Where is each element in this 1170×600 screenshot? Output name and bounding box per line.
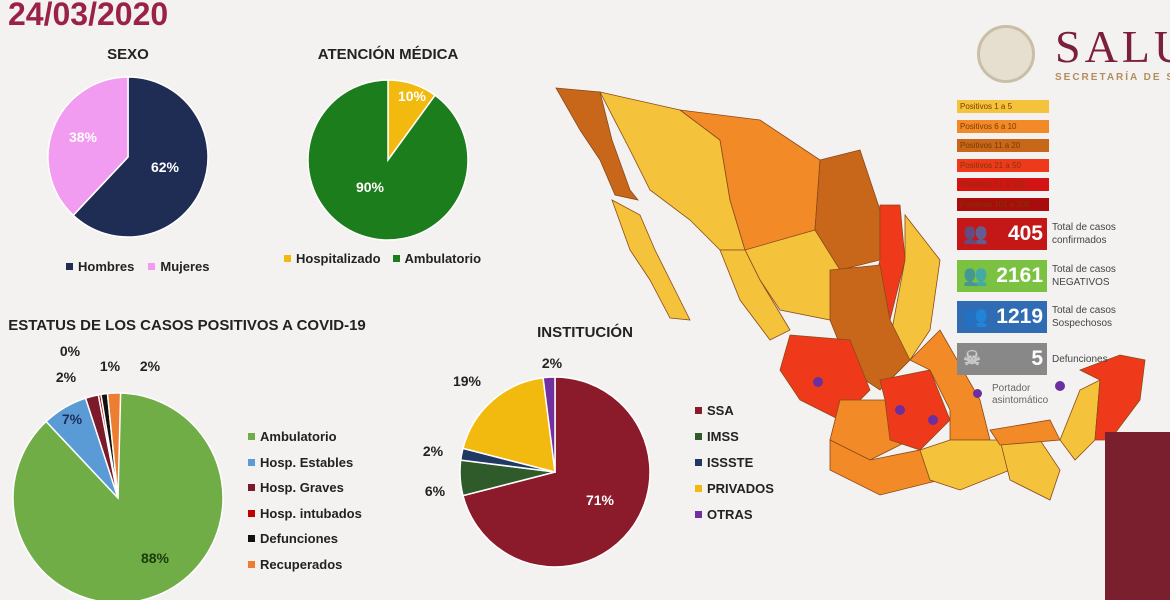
legend-item: OTRAS bbox=[695, 501, 774, 527]
data-label: 19% bbox=[453, 373, 482, 389]
data-label: 0% bbox=[60, 343, 81, 359]
total-label: Total de casos confirmados bbox=[1052, 222, 1116, 246]
legend-item: ISSSTE bbox=[695, 449, 774, 475]
data-label: 88% bbox=[141, 550, 170, 566]
data-label: 2% bbox=[542, 355, 563, 371]
total-box: 👥 405 bbox=[957, 218, 1047, 250]
range-legend-item: Positivos 21 a 50 bbox=[957, 158, 1049, 172]
pie-slice-ssa bbox=[462, 376, 651, 568]
data-label: 90% bbox=[356, 179, 385, 195]
maroon-panel bbox=[1105, 432, 1170, 600]
legend-hombres: Hombres bbox=[66, 259, 134, 274]
data-label: 62% bbox=[151, 159, 180, 175]
seal-icon bbox=[977, 25, 1035, 83]
salud-logo: SALUD SECRETARÍA DE SALUD bbox=[975, 22, 1170, 92]
legend-ambulatorio: Ambulatorio bbox=[392, 251, 481, 266]
legend-item: Hosp. Estables bbox=[248, 450, 362, 476]
logo-subtitle: SECRETARÍA DE SALUD bbox=[1055, 72, 1170, 83]
pie-slice-ambulatorio bbox=[307, 79, 469, 241]
total-label: Total de casos NEGATIVOS bbox=[1052, 263, 1116, 288]
data-label: 6% bbox=[425, 483, 446, 499]
total-box: ☠ 5 bbox=[957, 342, 1047, 375]
people-icon: 👥 bbox=[963, 306, 988, 328]
data-label: 71% bbox=[586, 492, 615, 508]
range-legend-item: Positivos 1 a 5 bbox=[957, 100, 1049, 113]
pie-slice-hombres bbox=[72, 76, 209, 238]
data-label: 2% bbox=[56, 369, 77, 385]
legend-item: SSA bbox=[695, 397, 774, 423]
total-box: 👥 2161 bbox=[957, 259, 1047, 292]
legend-item: Recuperados bbox=[248, 552, 362, 578]
pie-slice-ambulatorio bbox=[12, 392, 224, 600]
legend-item: IMSS bbox=[695, 423, 774, 449]
legend-item: PRIVADOS bbox=[695, 475, 774, 501]
data-label: 2% bbox=[140, 358, 161, 374]
pie-slice-otras bbox=[542, 376, 556, 473]
report-date: 24/03/2020 bbox=[8, 0, 169, 32]
legend-item: Defunciones bbox=[248, 526, 362, 552]
skull-icon: ☠ bbox=[963, 347, 981, 370]
carrier-dot-icon bbox=[973, 389, 982, 398]
chart-title-institucion: INSTITUCIÓN bbox=[537, 324, 633, 341]
data-label: 10% bbox=[398, 88, 427, 104]
pie-slice-mujeres bbox=[47, 76, 129, 217]
legend-item: Hosp. intubados bbox=[248, 501, 362, 527]
data-label: 38% bbox=[69, 129, 98, 145]
data-label: 7% bbox=[62, 411, 83, 427]
legend-item: Ambulatorio bbox=[248, 424, 362, 450]
total-label: Total de casos Sospechosos bbox=[1052, 305, 1116, 329]
chart-title-estatus: ESTATUS DE LOS CASOS POSITIVOS A COVID-1… bbox=[8, 317, 366, 334]
virus-people-icon: 👥 bbox=[963, 264, 988, 287]
legend-mujeres: Mujeres bbox=[148, 259, 210, 274]
range-legend-item: Positivos 6 a 10 bbox=[957, 119, 1049, 133]
chart-title-atencion: ATENCIÓN MÉDICA bbox=[317, 46, 459, 63]
total-label: Defunciones bbox=[1052, 353, 1108, 365]
pie-slice-privados bbox=[462, 376, 556, 474]
data-label: 2% bbox=[423, 443, 444, 459]
total-box: 👥 1219 bbox=[957, 301, 1047, 333]
data-label: 1% bbox=[100, 358, 121, 374]
range-legend-item: Positivos 51 a 100 bbox=[957, 178, 1049, 191]
pie-slice-recuperados bbox=[106, 392, 122, 499]
people-icon: 👥 bbox=[963, 223, 988, 245]
chart-title-sexo: SEXO bbox=[107, 46, 149, 63]
logo-name: SALUD bbox=[1055, 22, 1170, 72]
range-legend-item: Positivos 101 a 200 bbox=[957, 197, 1049, 211]
legend-item: Hosp. Graves bbox=[248, 475, 362, 501]
legend-hospitalizado: Hospitalizado bbox=[284, 251, 381, 266]
range-legend-item: Positivos 11 a 20 bbox=[957, 139, 1049, 152]
